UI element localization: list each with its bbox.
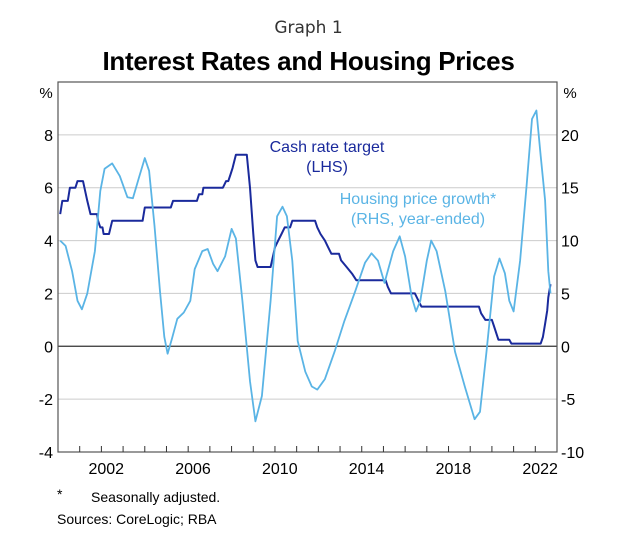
sources-note: Sources: CoreLogic; RBA <box>57 511 217 527</box>
x-tick-label: 2022 <box>522 461 558 478</box>
plot-frame <box>57 81 558 453</box>
left-tick-label: -2 <box>39 392 53 409</box>
x-tick-label: 2006 <box>175 461 211 478</box>
footnote-asterisk: * <box>57 486 63 502</box>
x-tick-label: 2014 <box>349 461 385 478</box>
left-axis-unit: % <box>39 85 52 102</box>
cash-rate-line <box>59 153 552 345</box>
footnote-text: Seasonally adjusted. <box>91 489 221 505</box>
gridlines <box>58 134 557 400</box>
housing-price-growth-line <box>59 109 552 423</box>
x-tick-label: 2010 <box>262 461 298 478</box>
chart-title: Interest Rates and Housing Prices <box>102 46 515 76</box>
left-tick-label: 4 <box>44 234 53 251</box>
y-axis-labels: -4 -2 0 2 4 6 8 -10 -5 0 5 10 15 20 <box>39 128 584 462</box>
annotation-housing: Housing price growth* <box>340 191 497 208</box>
x-tick-label: 2002 <box>88 461 124 478</box>
right-tick-label: -5 <box>561 392 575 409</box>
right-tick-label: 5 <box>561 286 570 303</box>
right-tick-label: 0 <box>561 339 570 356</box>
graph-number: Graph 1 <box>274 18 343 38</box>
left-tick-label: 8 <box>44 128 53 145</box>
right-axis-unit: % <box>563 85 576 102</box>
annotation-cash-rate: Cash rate target <box>270 139 385 156</box>
left-tick-label: -4 <box>39 445 53 462</box>
annotation-housing-axis: (RHS, year-ended) <box>351 211 485 228</box>
series-lines <box>59 109 552 423</box>
left-tick-label: 2 <box>44 286 53 303</box>
right-tick-label: -10 <box>561 445 584 462</box>
left-tick-label: 0 <box>44 339 53 356</box>
right-tick-label: 10 <box>561 234 579 251</box>
annotation-cash-rate-axis: (LHS) <box>306 159 348 176</box>
right-tick-label: 20 <box>561 128 579 145</box>
x-tick-label: 2018 <box>436 461 472 478</box>
x-axis-ticks <box>79 446 536 452</box>
left-tick-label: 6 <box>44 181 53 198</box>
right-tick-label: 15 <box>561 181 579 198</box>
x-axis-labels: 2002 2006 2010 2014 2018 2022 <box>88 461 558 478</box>
